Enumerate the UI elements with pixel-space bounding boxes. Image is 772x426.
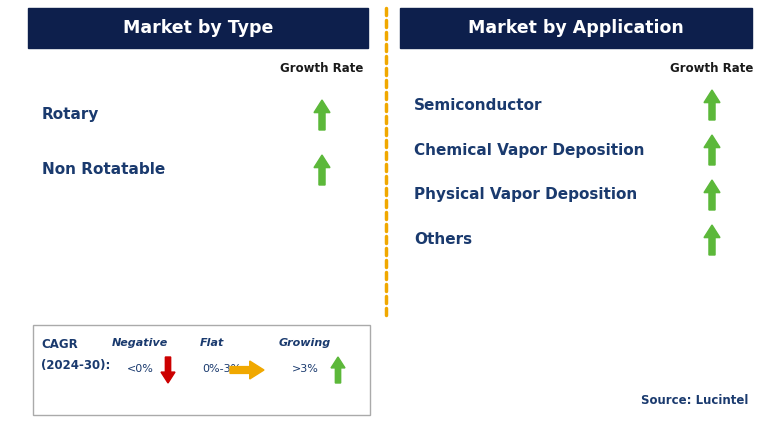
Text: Rotary: Rotary — [42, 107, 100, 123]
Text: Others: Others — [414, 233, 472, 248]
Text: Physical Vapor Deposition: Physical Vapor Deposition — [414, 187, 637, 202]
Polygon shape — [161, 357, 175, 383]
Text: <0%: <0% — [127, 364, 154, 374]
Text: 0%-3%: 0%-3% — [202, 364, 242, 374]
Text: Market by Type: Market by Type — [123, 19, 273, 37]
Text: Growth Rate: Growth Rate — [670, 61, 753, 75]
Text: Chemical Vapor Deposition: Chemical Vapor Deposition — [414, 143, 645, 158]
Text: Source: Lucintel: Source: Lucintel — [641, 394, 748, 406]
Polygon shape — [314, 155, 330, 185]
Bar — [33, 325, 370, 415]
Polygon shape — [704, 90, 720, 120]
Bar — [28, 8, 368, 48]
Polygon shape — [314, 100, 330, 130]
Polygon shape — [704, 135, 720, 165]
Text: Semiconductor: Semiconductor — [414, 98, 543, 112]
Text: Growth Rate: Growth Rate — [280, 61, 364, 75]
Text: Non Rotatable: Non Rotatable — [42, 162, 165, 178]
Text: Growing: Growing — [279, 338, 331, 348]
Text: (2024-30):: (2024-30): — [41, 359, 110, 371]
Polygon shape — [704, 180, 720, 210]
Text: Market by Application: Market by Application — [468, 19, 684, 37]
Polygon shape — [230, 361, 264, 379]
Text: Negative: Negative — [112, 338, 168, 348]
Text: CAGR: CAGR — [41, 339, 78, 351]
Text: >3%: >3% — [292, 364, 318, 374]
Polygon shape — [331, 357, 345, 383]
Bar — [400, 8, 752, 48]
Polygon shape — [704, 225, 720, 255]
Text: Flat: Flat — [200, 338, 224, 348]
